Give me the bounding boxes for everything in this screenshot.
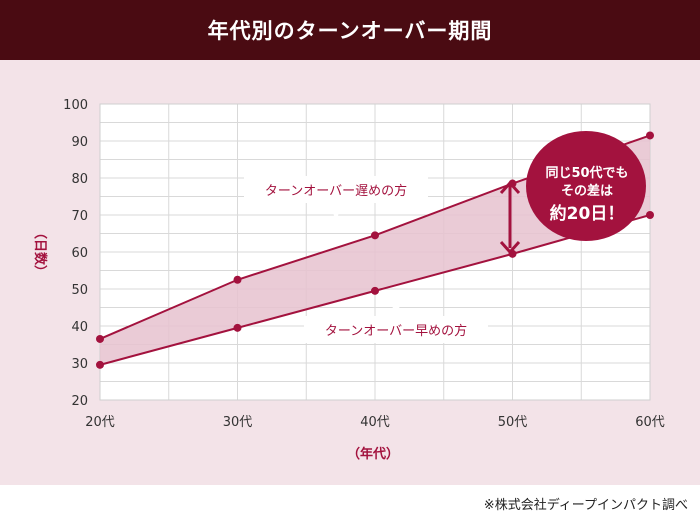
source-note: ※株式会社ディープインパクト調べ xyxy=(483,498,688,513)
y-tick-label: 80 xyxy=(71,172,88,187)
slow-series-callout: ターンオーバー遅めの方 xyxy=(244,176,428,222)
y-tick-label: 90 xyxy=(71,135,88,150)
axis-ticks: 20 30 40 50 60 70 80 90 100 20代 30代 40代 50代 60代 xyxy=(63,98,665,430)
y-tick-label: 40 xyxy=(71,320,88,335)
x-tick-label: 60代 xyxy=(635,415,665,430)
bubble-line-2: その差は xyxy=(561,183,613,199)
gap-band-area xyxy=(100,135,650,365)
y-tick-label: 30 xyxy=(71,357,88,372)
bubble-line-3: 約20日！ xyxy=(550,203,625,224)
y-tick-label: 20 xyxy=(71,394,88,409)
gap-arrow xyxy=(499,180,521,255)
x-tick-label: 50代 xyxy=(498,415,528,430)
slow-point-2 xyxy=(371,231,379,240)
fast-series-label: ターンオーバー早めの方 xyxy=(325,323,467,339)
slow-point-4 xyxy=(646,131,654,140)
slow-series-label: ターンオーバー遅めの方 xyxy=(265,183,407,199)
gap-band xyxy=(100,135,650,365)
x-tick-label: 20代 xyxy=(85,415,115,430)
bubble-line-1: 同じ50代でも xyxy=(545,165,628,181)
fast-point-1 xyxy=(233,323,242,332)
x-tick-label: 40代 xyxy=(360,415,390,430)
y-tick-label: 50 xyxy=(71,283,88,298)
y-axis-title: （日数） xyxy=(32,226,48,278)
x-axis-title: （年代） xyxy=(347,446,399,462)
plot-border xyxy=(99,103,651,401)
y-tick-label: 100 xyxy=(63,98,88,113)
y-tick-label: 70 xyxy=(71,209,88,224)
x-tick-label: 30代 xyxy=(223,415,253,430)
slow-point-1 xyxy=(233,275,242,284)
slow-point-0 xyxy=(96,334,104,343)
difference-bubble: 同じ50代でも その差は 約20日！ xyxy=(526,131,646,241)
page-title: 年代別のターンオーバー期間 xyxy=(0,0,700,60)
fast-point-4 xyxy=(646,211,654,219)
fast-point-2 xyxy=(371,286,379,295)
fast-point-0 xyxy=(96,360,104,369)
fast-series-callout: ターンオーバー早めの方 xyxy=(304,297,488,343)
y-tick-label: 60 xyxy=(71,246,88,261)
